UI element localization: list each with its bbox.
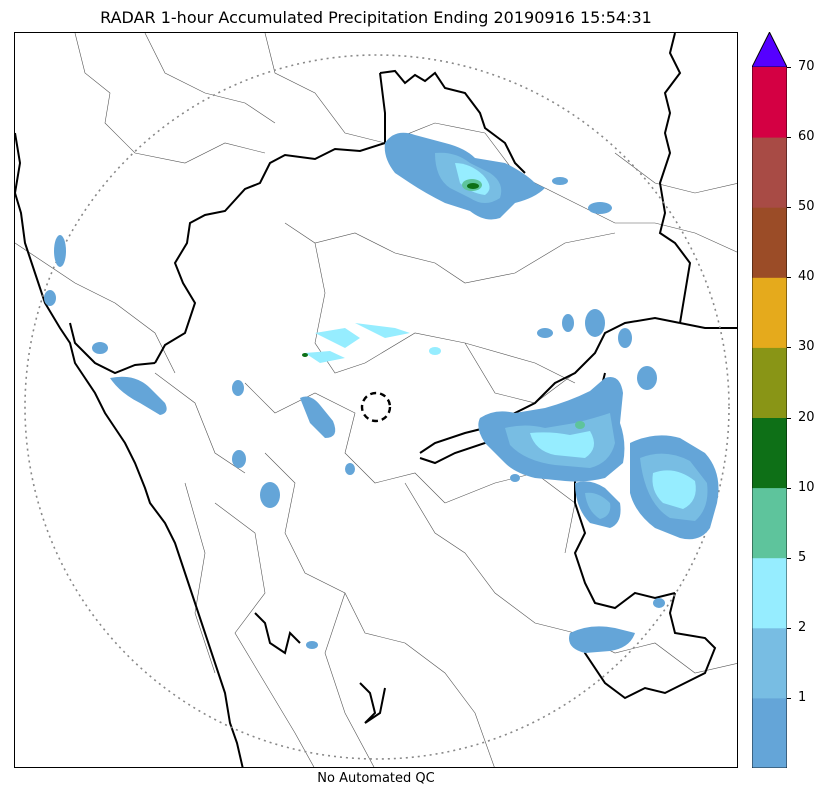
radar-site-marker	[360, 391, 392, 423]
state-borders	[69, 33, 737, 700]
colorbar-tick-label: 70	[798, 59, 815, 74]
colorbar-bin	[752, 137, 787, 208]
colorbar-tick-mark	[787, 277, 791, 279]
colorbar	[752, 32, 787, 768]
page-title: RADAR 1-hour Accumulated Precipitation E…	[100, 8, 652, 27]
colorbar-tick-label: 60	[798, 129, 815, 145]
colorbar-bin	[752, 417, 787, 489]
precipitation-echoes	[44, 132, 719, 653]
radar-map-canvas	[15, 33, 737, 767]
qc-note: No Automated QC	[317, 771, 435, 786]
colorbar-tick-mark	[787, 137, 791, 139]
colorbar-tick-label: 30	[798, 339, 815, 355]
colorbar-tick-label: 50	[798, 199, 815, 215]
colorbar-canvas	[752, 32, 787, 768]
colorbar-bin	[752, 627, 787, 699]
colorbar-bin	[752, 67, 787, 138]
colorbar-bin	[752, 697, 787, 768]
colorbar-tick-mark	[787, 697, 791, 699]
range-ring	[24, 54, 730, 760]
colorbar-tick-mark	[787, 67, 791, 68]
colorbar-outline	[752, 32, 787, 768]
colorbar-tick-mark	[787, 417, 791, 419]
colorbar-bin	[752, 347, 787, 418]
colorbar-tick-mark	[787, 207, 791, 209]
colorbar-tick-mark	[787, 347, 791, 349]
colorbar-tick-label: 20	[798, 409, 815, 425]
colorbar-bin	[752, 487, 787, 559]
colorbar-bin	[752, 277, 787, 348]
colorbar-tick-label: 40	[798, 269, 815, 285]
colorbar-bin	[752, 207, 787, 278]
colorbar-tick-label: 1	[798, 689, 807, 705]
colorbar-extend-arrow	[752, 32, 787, 68]
district-borders	[15, 33, 737, 767]
colorbar-tick-mark	[787, 627, 791, 629]
colorbar-tick-mark	[787, 487, 791, 489]
colorbar-tick-mark	[787, 557, 791, 559]
colorbar-tick-label: 10	[798, 479, 815, 495]
coastline	[15, 132, 386, 767]
colorbar-bin	[752, 557, 787, 629]
colorbar-tick-label: 2	[798, 619, 807, 635]
radar-map[interactable]	[14, 32, 738, 768]
colorbar-tick-label: 5	[798, 549, 807, 565]
